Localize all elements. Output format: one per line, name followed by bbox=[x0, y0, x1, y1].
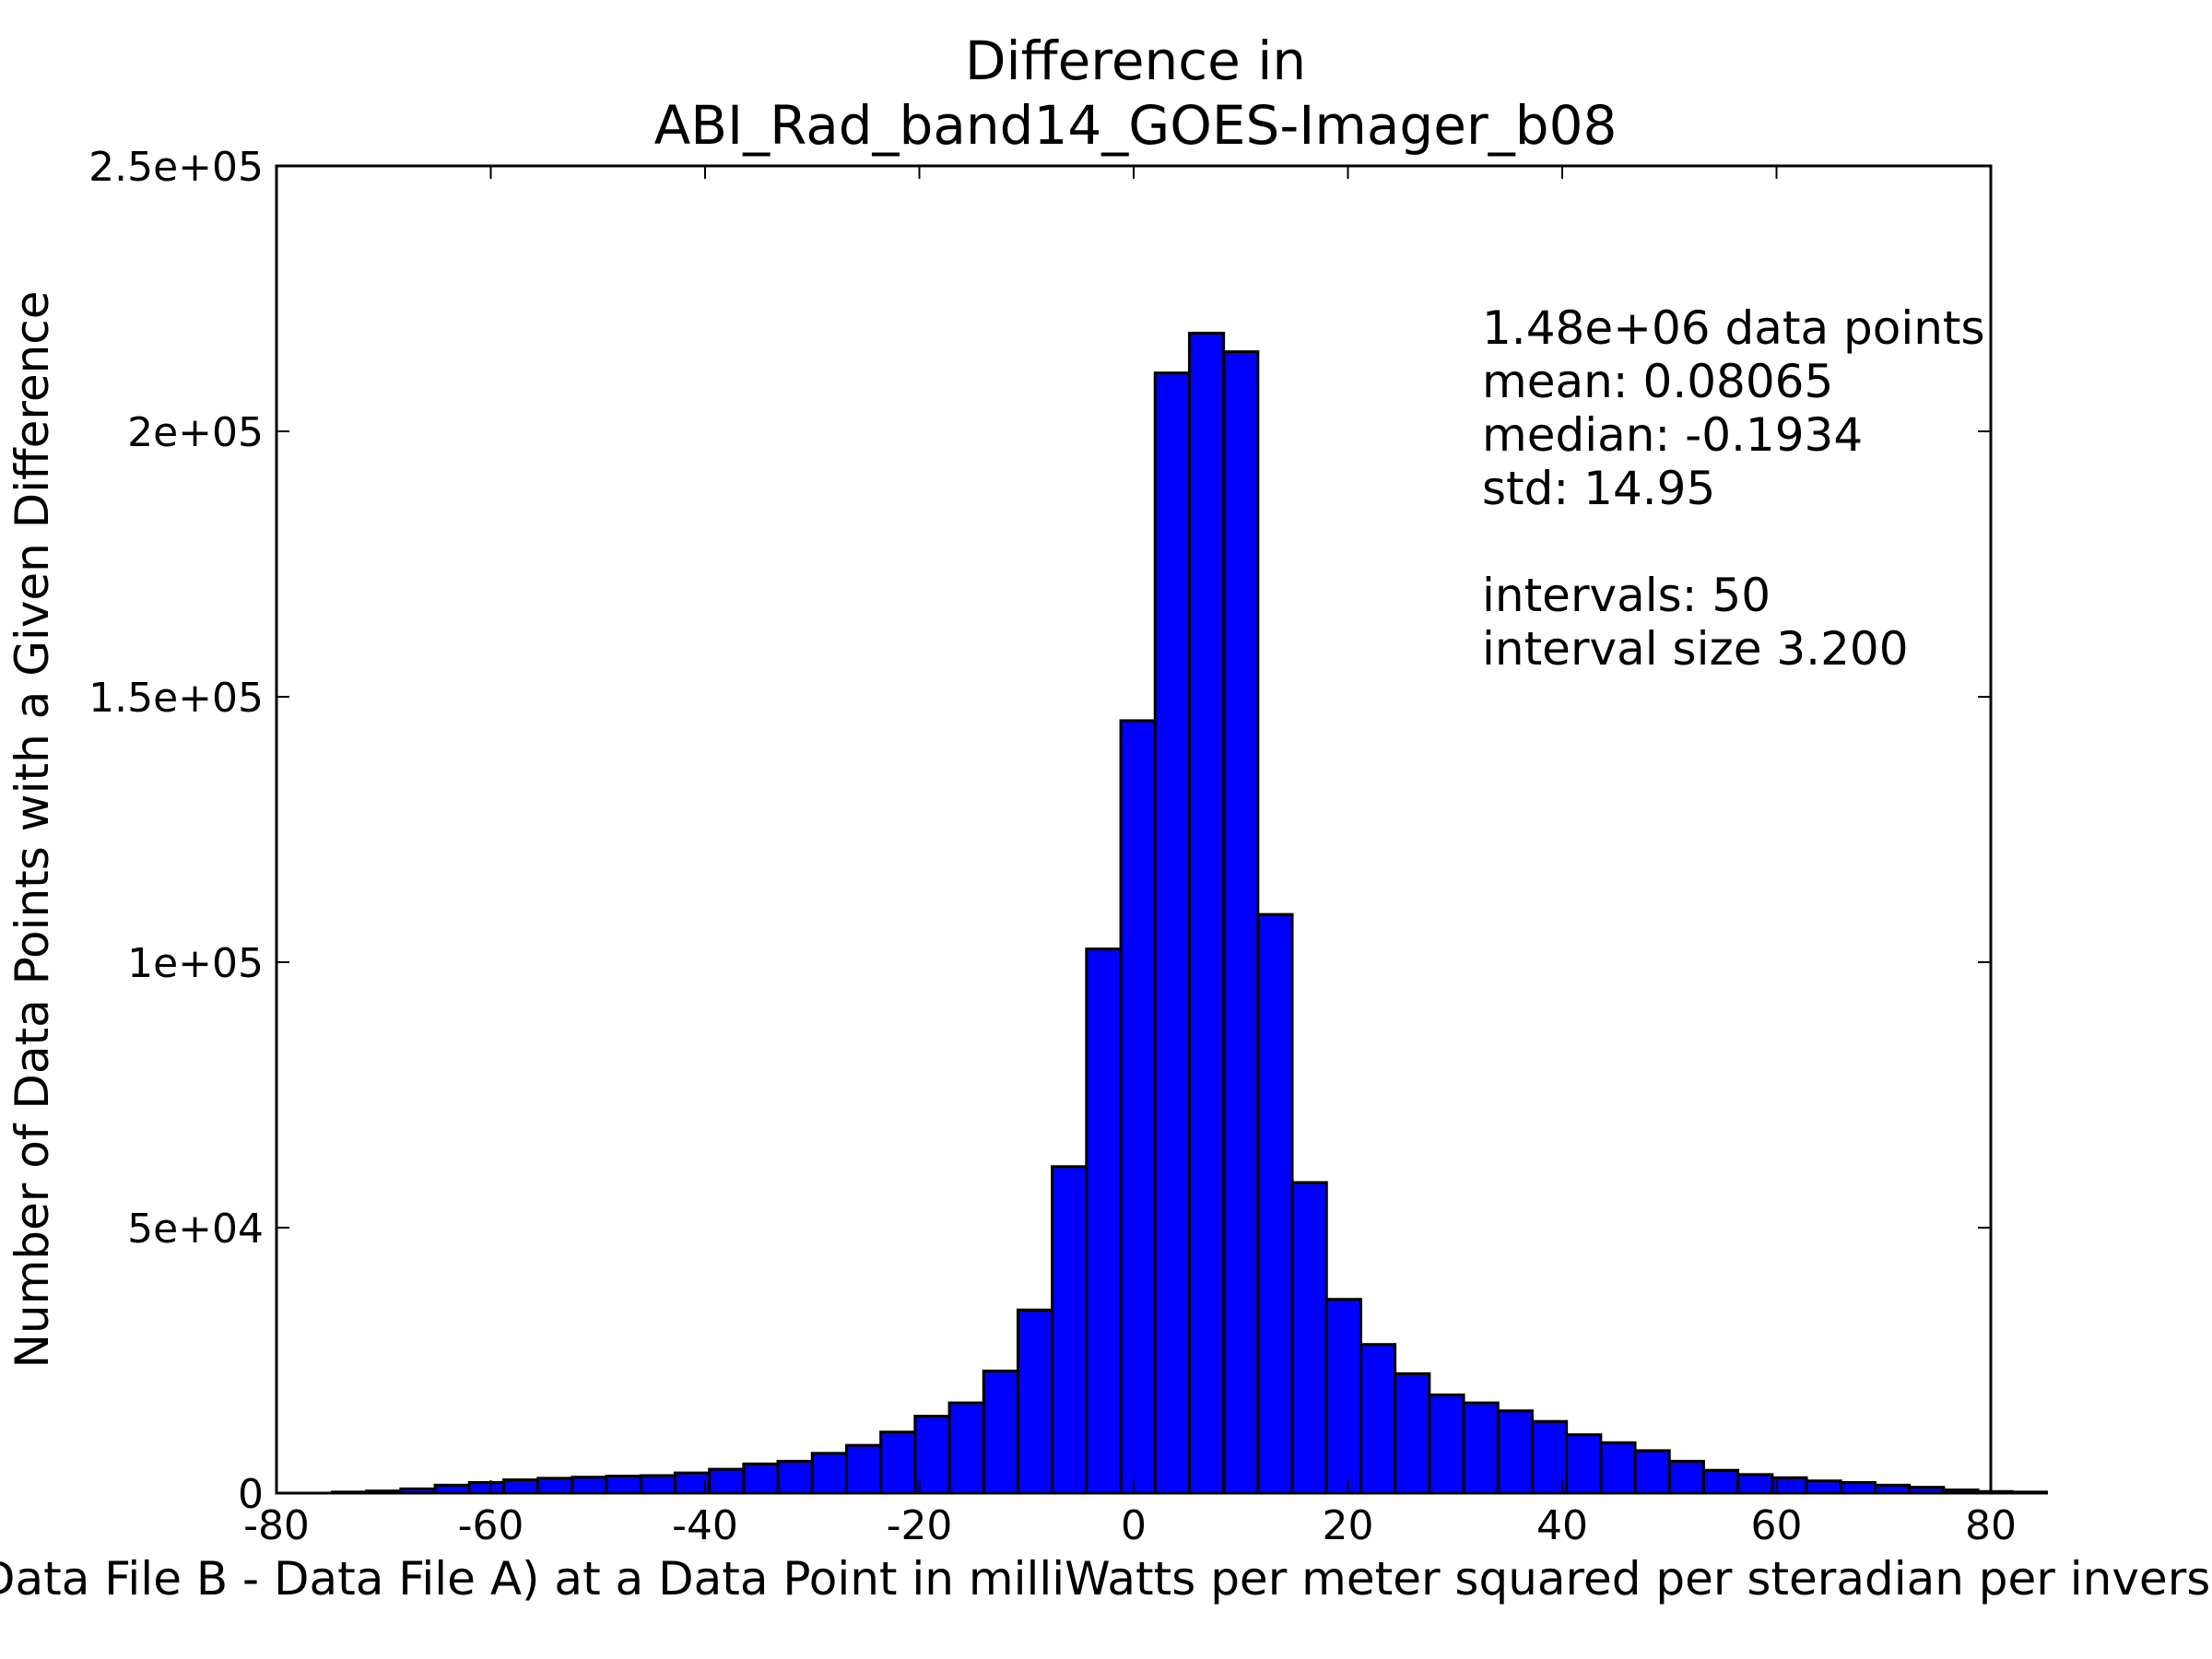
x-tick-label: -80 bbox=[243, 1502, 310, 1549]
histogram-bar bbox=[1394, 1371, 1431, 1495]
histogram-bar bbox=[879, 1430, 917, 1495]
x-tick-label: 20 bbox=[1323, 1502, 1374, 1549]
y-tick-label: 2.5e+05 bbox=[88, 144, 264, 191]
histogram-bar bbox=[2010, 1490, 2048, 1495]
x-tick-label: -60 bbox=[458, 1502, 524, 1549]
histogram-bar bbox=[708, 1467, 746, 1495]
chart-title-line-1: Difference in bbox=[965, 29, 1306, 92]
histogram-bar bbox=[1805, 1479, 1842, 1495]
histogram-bar bbox=[810, 1452, 848, 1495]
y-tick-label: 2e+05 bbox=[127, 409, 264, 456]
bars-group bbox=[330, 331, 2048, 1495]
histogram-bar bbox=[742, 1462, 780, 1495]
histogram-bar bbox=[982, 1370, 1019, 1495]
histogram-bar bbox=[776, 1459, 814, 1495]
x-axis-label: Value of (Data File B - Data File A) at … bbox=[0, 1552, 2212, 1606]
histogram-bar bbox=[501, 1478, 540, 1495]
chart-title: Difference in ABI_Rad_band14_GOES-Imager… bbox=[654, 29, 1618, 157]
histogram-bar bbox=[1359, 1343, 1397, 1495]
y-axis-label: Number of Data Points with a Given Diffe… bbox=[6, 290, 59, 1368]
statistics-line: median: -0.1934 bbox=[1482, 408, 1863, 462]
x-tick-label: 0 bbox=[1121, 1502, 1147, 1549]
histogram-bar bbox=[1736, 1473, 1774, 1495]
statistics-line: interval size 3.200 bbox=[1482, 622, 1909, 676]
y-axis-ticks: 0 5e+04 1e+05 1.5e+05 2e+05 2.5e+05 bbox=[88, 144, 1991, 1518]
statistics-line: 1.48e+06 data points bbox=[1482, 301, 1985, 355]
histogram-bar bbox=[1153, 371, 1191, 1495]
chart-title-line-2: ABI_Rad_band14_GOES-Imager_b08 bbox=[654, 94, 1618, 157]
x-tick-label: 60 bbox=[1751, 1502, 1803, 1549]
x-tick-label: -20 bbox=[887, 1502, 953, 1549]
histogram-bar bbox=[1016, 1308, 1054, 1495]
histogram-bar bbox=[1701, 1468, 1740, 1495]
histogram-bar bbox=[1839, 1480, 1877, 1495]
histogram-bar bbox=[844, 1443, 883, 1495]
statistics-line: mean: 0.08065 bbox=[1482, 355, 1833, 408]
histogram-bar bbox=[1085, 947, 1123, 1495]
x-tick-label: 80 bbox=[1965, 1502, 2017, 1549]
histogram-bar bbox=[605, 1475, 642, 1495]
y-tick-label: 1.5e+05 bbox=[88, 675, 264, 722]
histogram-bar bbox=[536, 1477, 574, 1495]
statistics-line: intervals: 50 bbox=[1482, 569, 1771, 622]
histogram-bar bbox=[1462, 1401, 1500, 1495]
histogram-bar bbox=[1496, 1409, 1534, 1495]
x-axis-ticks: -80 -60 -40 -20 0 20 40 60 80 bbox=[243, 166, 2017, 1549]
histogram-bar bbox=[571, 1476, 608, 1495]
histogram-bar bbox=[1633, 1449, 1671, 1495]
histogram-bar bbox=[1667, 1459, 1705, 1495]
y-tick-label: 0 bbox=[238, 1471, 264, 1518]
x-tick-label: -40 bbox=[672, 1502, 738, 1549]
statistics-line: std: 14.95 bbox=[1482, 462, 1715, 515]
y-tick-label: 1e+05 bbox=[127, 940, 264, 987]
histogram-bar bbox=[639, 1474, 677, 1495]
histogram-bar bbox=[1187, 331, 1226, 1495]
histogram-bar bbox=[1324, 1298, 1362, 1495]
histogram-bar bbox=[1051, 1165, 1088, 1495]
histogram-bar bbox=[1222, 350, 1260, 1495]
x-tick-label: 40 bbox=[1536, 1502, 1588, 1549]
y-tick-label: 5e+04 bbox=[127, 1206, 264, 1253]
histogram-bar bbox=[1565, 1433, 1603, 1495]
histogram-bar bbox=[467, 1480, 505, 1495]
histogram-bar bbox=[1290, 1181, 1328, 1495]
histogram-bar bbox=[947, 1401, 985, 1495]
histogram-bar bbox=[1428, 1393, 1465, 1495]
histogram-bar bbox=[1256, 912, 1294, 1495]
histogram-bar bbox=[1119, 719, 1157, 1495]
histogram-bar bbox=[1599, 1441, 1637, 1495]
